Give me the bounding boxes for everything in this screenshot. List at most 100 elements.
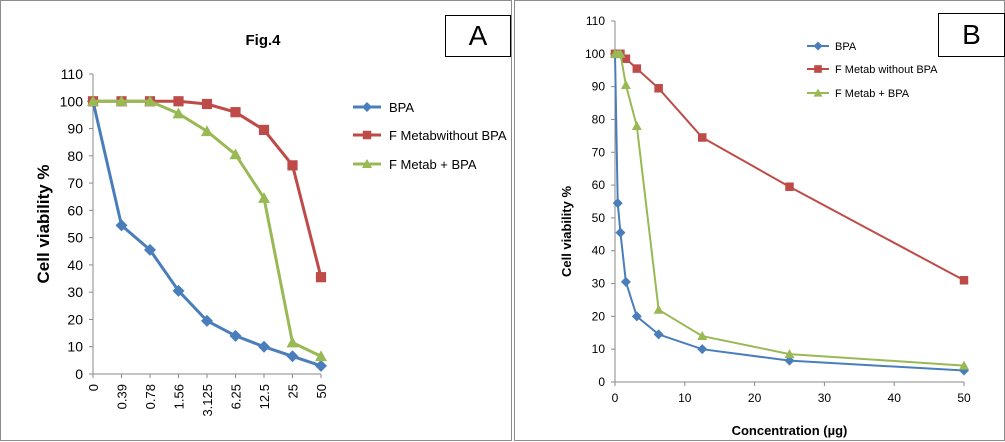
- y-tick-label: 110: [61, 66, 84, 82]
- data-point: [258, 340, 270, 353]
- chart-panel-b: 0 10 20 30 40 50 60 70 80 90 100 110 0 10 20 30 40 50 Cell…: [514, 0, 1005, 441]
- data-point: [286, 350, 299, 363]
- legend-swatch-marker: [362, 102, 372, 112]
- data-point: [615, 48, 626, 58]
- y-tick-label: 60: [592, 178, 606, 192]
- data-point: [286, 336, 299, 348]
- y-tick-label: 90: [67, 121, 83, 137]
- chart-title: Fig.4: [245, 32, 281, 49]
- data-point: [315, 350, 327, 362]
- data-point: [653, 329, 664, 340]
- data-point: [784, 349, 795, 359]
- legend-swatch-marker: [813, 88, 823, 97]
- data-point: [115, 95, 128, 107]
- data-point: [654, 84, 663, 93]
- y-tick-label: 10: [592, 342, 606, 356]
- data-point: [621, 54, 631, 63]
- x-tick-label: 50: [314, 384, 329, 398]
- y-tick-label: 60: [67, 202, 83, 218]
- x-tick-label: 30: [818, 391, 832, 405]
- y-tick-label: 110: [586, 14, 605, 28]
- x-tick-label: 12.5: [257, 384, 272, 409]
- data-point: [258, 192, 270, 203]
- x-tick-label: 0.39: [115, 384, 130, 409]
- y-tick-label: 50: [67, 230, 83, 246]
- data-point: [631, 121, 642, 131]
- legend-label: F Metab + BPA: [835, 88, 910, 100]
- data-point: [87, 95, 99, 107]
- x-tick-label: 40: [888, 391, 902, 405]
- data-point: [697, 331, 708, 341]
- x-tick-label: 3.125: [200, 384, 215, 417]
- data-point: [631, 311, 642, 322]
- data-point: [144, 95, 156, 107]
- legend-label: F Metabwithout BPA: [389, 128, 507, 143]
- data-point: [632, 64, 642, 73]
- y-tick-label: 0: [598, 375, 605, 389]
- series-line: [614, 53, 965, 372]
- legend-swatch-marker: [813, 41, 823, 51]
- x-tick-label: 10: [678, 391, 692, 405]
- y-axis-label: Cell viability %: [34, 164, 53, 283]
- y-tick-label: 30: [592, 277, 606, 291]
- data-point: [784, 355, 795, 366]
- data-point: [172, 284, 185, 297]
- series-line: [615, 52, 965, 367]
- y-tick-label: 10: [67, 339, 83, 355]
- y-tick-label: 90: [592, 80, 606, 94]
- x-axis-label: Concentration (µg): [732, 423, 848, 438]
- data-point: [201, 125, 213, 137]
- y-tick-label: 40: [592, 244, 606, 258]
- x-tick-label: 25: [286, 384, 301, 398]
- legend-label: F Metab + BPA: [389, 157, 477, 172]
- legend-swatch-marker: [362, 159, 372, 168]
- y-tick-label: 80: [67, 148, 83, 164]
- data-point: [612, 198, 623, 209]
- legend-label: BPA: [389, 100, 414, 115]
- data-point: [785, 182, 794, 191]
- data-point: [287, 160, 298, 171]
- panel-label-a: A: [445, 15, 511, 57]
- data-point: [315, 359, 327, 372]
- data-point: [173, 96, 184, 107]
- x-tick-label: 1.56: [172, 384, 187, 409]
- data-point: [615, 227, 626, 238]
- data-point: [620, 79, 631, 89]
- x-tick-label: 0: [612, 391, 619, 405]
- series-line: [615, 52, 965, 282]
- y-tick-label: 100: [585, 47, 605, 61]
- x-tick-label: 0.78: [143, 384, 158, 409]
- y-tick-label: 20: [592, 309, 606, 323]
- data-point: [315, 272, 327, 283]
- data-point: [115, 219, 128, 232]
- data-point: [172, 107, 185, 119]
- data-point: [201, 314, 213, 327]
- legend-swatch-marker: [362, 130, 372, 140]
- x-tick-label: 20: [748, 391, 762, 405]
- chart-b-svg: 0 10 20 30 40 50 60 70 80 90 100 110 0 10 20 30 40 50 Cell…: [559, 14, 971, 438]
- legend-swatch-marker: [814, 65, 822, 73]
- y-tick-label: 0: [75, 366, 83, 382]
- y-axis-label: Cell viability %: [559, 186, 574, 277]
- chart-a-svg: Fig.4 0 10 20 30 40 50 60 70 80 90 100 110 0 0.39 0.78 1…: [34, 32, 507, 417]
- y-tick-label: 40: [67, 257, 83, 273]
- y-tick-label: 70: [67, 175, 83, 191]
- legend-label: F Metab without BPA: [835, 64, 938, 76]
- data-point: [201, 98, 213, 110]
- data-point: [229, 329, 242, 342]
- y-tick-label: 70: [592, 145, 606, 159]
- data-point: [697, 344, 708, 355]
- y-tick-label: 50: [592, 211, 606, 225]
- legend-label: BPA: [835, 41, 857, 53]
- chart-panel-a: Fig.4 0 10 20 30 40 50 60 70 80 90 100 110 0 0.39 0.78 1…: [0, 0, 512, 441]
- x-tick-label: 6.25: [229, 384, 244, 409]
- x-tick-label: 0: [86, 384, 101, 391]
- data-point: [258, 124, 270, 136]
- x-tick-label: 50: [957, 391, 971, 405]
- panel-label-b: B: [938, 13, 1005, 57]
- data-point: [959, 276, 969, 285]
- data-point: [959, 360, 969, 370]
- data-point: [230, 107, 241, 118]
- data-point: [698, 133, 707, 142]
- y-tick-label: 30: [67, 284, 83, 300]
